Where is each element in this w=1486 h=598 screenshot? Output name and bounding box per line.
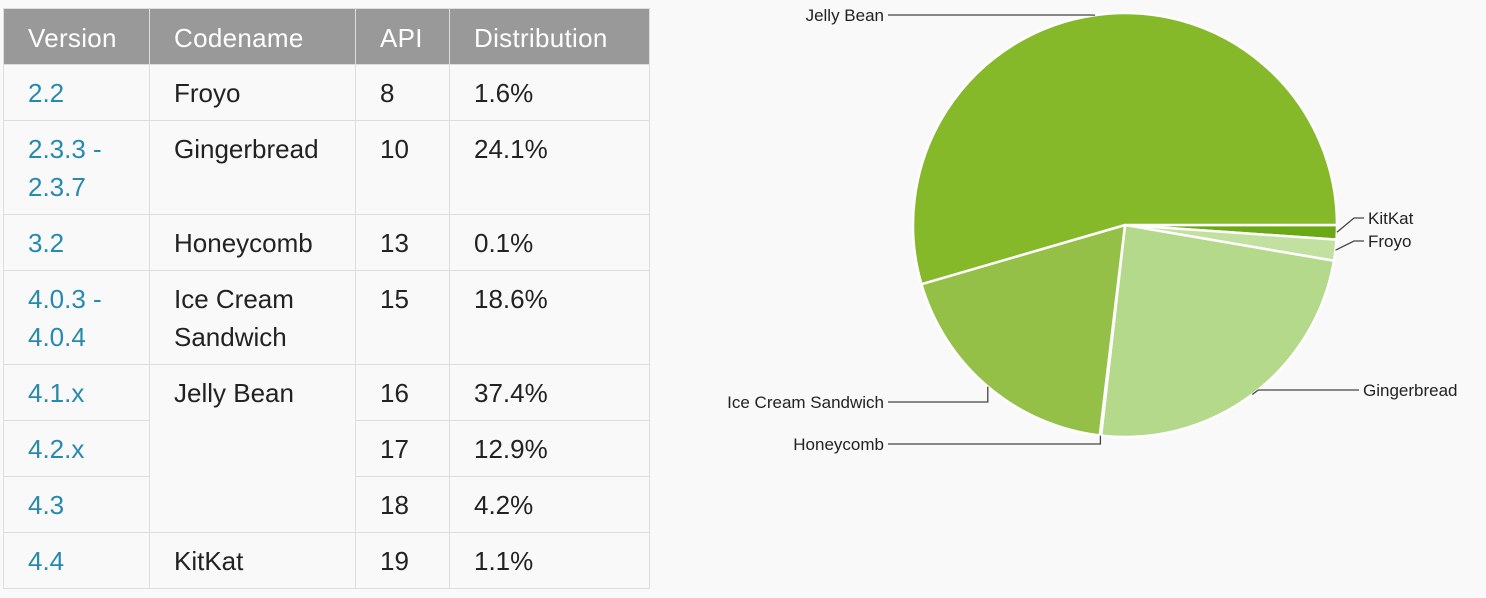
callout-line-kitkat — [1336, 217, 1364, 233]
version-cell: 4.2.x — [3, 420, 150, 477]
pie-slice-gingerbread — [1099, 223, 1336, 439]
callout-line-froyo — [1335, 240, 1364, 251]
codename-cell: Honeycomb — [149, 214, 356, 271]
version-cell: 2.2 — [3, 64, 150, 121]
api-cell: 13 — [355, 214, 450, 271]
api-cell: 16 — [355, 364, 450, 421]
version-cell: 4.1.x — [3, 364, 150, 421]
version-link[interactable]: 3.2 — [28, 228, 65, 258]
table-row: 2.2 Froyo 8 1.6% — [3, 64, 650, 121]
pie-chart: KitKat Froyo Gingerbread Honeycomb Ice Cream… — [727, 6, 1458, 454]
pie-slice-ice-cream-sandwich — [920, 223, 1127, 437]
callout-line-honeycomb — [888, 435, 1102, 445]
slice-label-honeycomb: Honeycomb — [793, 435, 884, 454]
distribution-cell: 37.4% — [449, 364, 650, 421]
table-row: 4.2.x 17 12.9% — [3, 420, 650, 477]
distribution-cell: 0.1% — [449, 214, 650, 271]
distribution-cell: 18.6% — [449, 270, 650, 365]
header-codename: Codename — [149, 8, 356, 65]
table-row: 2.3.3 - 2.3.7 Gingerbread 10 24.1% — [3, 120, 650, 215]
callout-line-ice-cream-sandwich — [888, 386, 989, 403]
version-link[interactable]: 4.0.4 — [28, 322, 86, 352]
codename-cell: Jelly Bean — [149, 364, 356, 533]
version-cell: 4.4 — [3, 532, 150, 589]
api-cell: 15 — [355, 270, 450, 365]
version-cell: 4.3 — [3, 476, 150, 533]
codename-cell: Gingerbread — [149, 120, 356, 215]
slice-label-gingerbread: Gingerbread — [1363, 381, 1458, 400]
api-cell: 17 — [355, 420, 450, 477]
version-link[interactable]: 4.0.3 - — [28, 284, 102, 314]
codename-cell: Ice Cream Sandwich — [149, 270, 356, 365]
distribution-cell: 24.1% — [449, 120, 650, 215]
api-cell: 19 — [355, 532, 450, 589]
pie-chart-area: KitKat Froyo Gingerbread Honeycomb Ice Cream… — [660, 0, 1486, 598]
distribution-cell: 1.1% — [449, 532, 650, 589]
api-cell: 8 — [355, 64, 450, 121]
slice-label-froyo: Froyo — [1368, 232, 1411, 251]
slice-label-ice-cream-sandwich: Ice Cream Sandwich — [727, 393, 884, 412]
header-version: Version — [3, 8, 150, 65]
version-link[interactable]: 4.3 — [28, 490, 65, 520]
version-cell: 4.0.3 - 4.0.4 — [3, 270, 150, 365]
distribution-table: Version Codename API Distribution 2.2 Fr… — [3, 8, 650, 589]
distribution-cell: 12.9% — [449, 420, 650, 477]
table-row: 4.4 KitKat 19 1.1% — [3, 532, 650, 589]
api-cell: 18 — [355, 476, 450, 533]
version-link[interactable]: 2.3.7 — [28, 172, 86, 202]
version-link[interactable]: 4.2.x — [28, 434, 85, 464]
codename-cell: Froyo — [149, 64, 356, 121]
table-header-row: Version Codename API Distribution — [3, 8, 650, 65]
pie-slice-jelly-bean — [911, 11, 1339, 286]
table-row: 4.1.x Jelly Bean 16 37.4% — [3, 364, 650, 533]
slice-label-jelly-bean: Jelly Bean — [806, 6, 884, 25]
table-row: 3.2 Honeycomb 13 0.1% — [3, 214, 650, 271]
version-link[interactable]: 2.3.3 - — [28, 134, 102, 164]
api-cell: 10 — [355, 120, 450, 215]
version-cell: 3.2 — [3, 214, 150, 271]
version-link[interactable]: 4.1.x — [28, 378, 85, 408]
header-api: API — [355, 8, 450, 65]
header-distribution: Distribution — [449, 8, 650, 65]
version-link[interactable]: 2.2 — [28, 78, 65, 108]
slice-label-kitkat: KitKat — [1368, 209, 1414, 228]
distribution-cell: 1.6% — [449, 64, 650, 121]
version-cell: 2.3.3 - 2.3.7 — [3, 120, 150, 215]
codename-cell: KitKat — [149, 532, 356, 589]
table-row: 4.0.3 - 4.0.4 Ice Cream Sandwich 15 18.6% — [3, 270, 650, 365]
version-link[interactable]: 4.4 — [28, 546, 65, 576]
distribution-cell: 4.2% — [449, 476, 650, 533]
callout-line-gingerbread — [1251, 389, 1359, 396]
